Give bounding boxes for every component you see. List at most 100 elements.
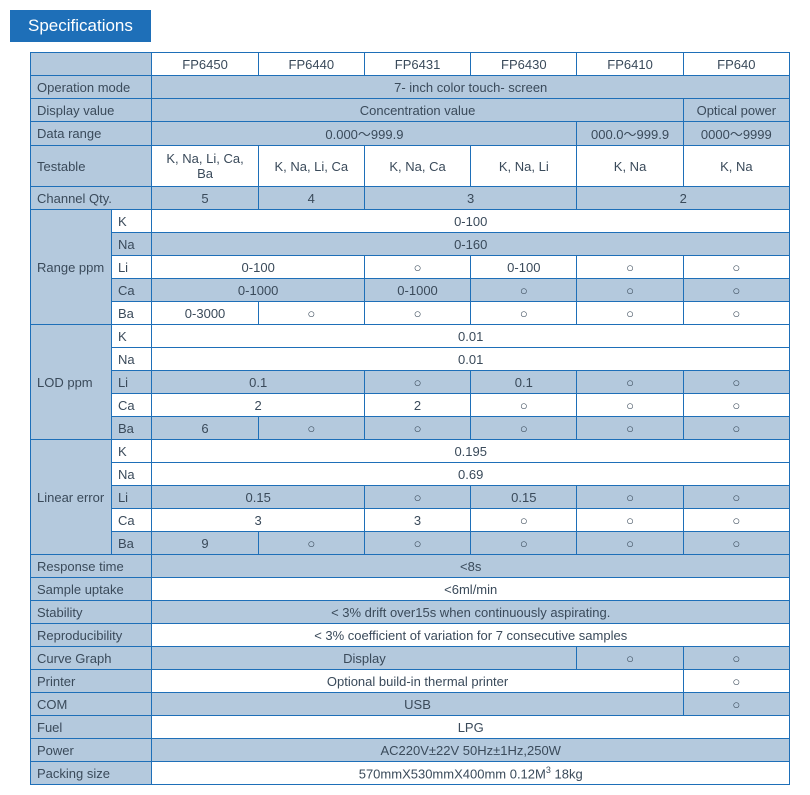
lod-li-1: ○	[364, 371, 470, 394]
channel-0: 5	[152, 187, 258, 210]
data-range-2: 000.0～999.9	[577, 122, 683, 146]
linear-na: 0.69	[152, 463, 790, 486]
value-fuel: LPG	[152, 716, 790, 739]
linear-ba-0: 9	[152, 532, 258, 555]
linear-k-label: K	[111, 440, 151, 463]
col-fp6450: FP6450	[152, 53, 258, 76]
testable-0: K, Na, Li, Ca, Ba	[152, 146, 258, 187]
col-fp6431: FP6431	[364, 53, 470, 76]
data-range-3: 0000～9999	[683, 122, 789, 146]
value-stability: < 3% drift over15s when continuously asp…	[152, 601, 790, 624]
range-ba-2: ○	[364, 302, 470, 325]
linear-ca-0: 3	[152, 509, 365, 532]
lod-ba-label: Ba	[111, 417, 151, 440]
row-channel-qty: Channel Qty. 5 4 3 2	[31, 187, 790, 210]
linear-ba-4: ○	[577, 532, 683, 555]
label-channel-qty: Channel Qty.	[31, 187, 152, 210]
curve-o2: ○	[683, 647, 789, 670]
row-fuel: Fuel LPG	[31, 716, 790, 739]
row-lod-li: Li 0.1 ○ 0.1 ○ ○	[31, 371, 790, 394]
label-power: Power	[31, 739, 152, 762]
linear-ca-1: 3	[364, 509, 470, 532]
value-reproducibility: < 3% coefficient of variation for 7 cons…	[152, 624, 790, 647]
row-reproducibility: Reproducibility < 3% coefficient of vari…	[31, 624, 790, 647]
label-stability: Stability	[31, 601, 152, 624]
label-data-range: Data range	[31, 122, 152, 146]
com-o: ○	[683, 693, 789, 716]
row-range-ca: Ca 0-1000 0-1000 ○ ○ ○	[31, 279, 790, 302]
range-ca-2: ○	[471, 279, 577, 302]
channel-1: 4	[258, 187, 364, 210]
lod-ca-1: 2	[364, 394, 470, 417]
linear-ba-1: ○	[258, 532, 364, 555]
label-operation-mode: Operation mode	[31, 76, 152, 99]
lod-ba-3: ○	[471, 417, 577, 440]
value-curve-graph: Display	[152, 647, 577, 670]
testable-2: K, Na, Ca	[364, 146, 470, 187]
linear-li-label: Li	[111, 486, 151, 509]
range-li-2: 0-100	[471, 256, 577, 279]
range-k-label: K	[111, 210, 151, 233]
value-sample-uptake: <6ml/min	[152, 578, 790, 601]
linear-li-1: ○	[364, 486, 470, 509]
testable-3: K, Na, Li	[471, 146, 577, 187]
range-ca-0: 0-1000	[152, 279, 365, 302]
row-linear-li: Li 0.15 ○ 0.15 ○ ○	[31, 486, 790, 509]
linear-li-0: 0.15	[152, 486, 365, 509]
row-response-time: Response time <8s	[31, 555, 790, 578]
lod-na-label: Na	[111, 348, 151, 371]
lod-ba-4: ○	[577, 417, 683, 440]
col-fp640: FP640	[683, 53, 789, 76]
linear-k: 0.195	[152, 440, 790, 463]
label-printer: Printer	[31, 670, 152, 693]
range-ba-5: ○	[683, 302, 789, 325]
printer-o: ○	[683, 670, 789, 693]
range-li-3: ○	[577, 256, 683, 279]
label-packing-size: Packing size	[31, 762, 152, 785]
lod-ba-5: ○	[683, 417, 789, 440]
label-linear-error: Linear error	[31, 440, 112, 555]
range-na-label: Na	[111, 233, 151, 256]
range-li-1: ○	[364, 256, 470, 279]
testable-4: K, Na	[577, 146, 683, 187]
label-fuel: Fuel	[31, 716, 152, 739]
lod-k: 0.01	[152, 325, 790, 348]
lod-ba-1: ○	[258, 417, 364, 440]
label-reproducibility: Reproducibility	[31, 624, 152, 647]
display-value-optical: Optical power	[683, 99, 789, 122]
lod-ca-2: ○	[471, 394, 577, 417]
linear-ba-5: ○	[683, 532, 789, 555]
range-k: 0-100	[152, 210, 790, 233]
lod-ca-0: 2	[152, 394, 365, 417]
row-range-k: Range ppm K 0-100	[31, 210, 790, 233]
range-li-0: 0-100	[152, 256, 365, 279]
linear-ca-4: ○	[683, 509, 789, 532]
row-packing-size: Packing size 570mmX530mmX400mm 0.12M3 18…	[31, 762, 790, 785]
row-sample-uptake: Sample uptake <6ml/min	[31, 578, 790, 601]
range-ba-label: Ba	[111, 302, 151, 325]
testable-5: K, Na	[683, 146, 789, 187]
range-ca-1: 0-1000	[364, 279, 470, 302]
specifications-table: FP6450 FP6440 FP6431 FP6430 FP6410 FP640…	[30, 52, 790, 785]
label-com: COM	[31, 693, 152, 716]
curve-o1: ○	[577, 647, 683, 670]
linear-ba-3: ○	[471, 532, 577, 555]
row-power: Power AC220V±22V 50Hz±1Hz,250W	[31, 739, 790, 762]
row-linear-k: Linear error K 0.195	[31, 440, 790, 463]
row-stability: Stability < 3% drift over15s when contin…	[31, 601, 790, 624]
testable-1: K, Na, Li, Ca	[258, 146, 364, 187]
linear-na-label: Na	[111, 463, 151, 486]
label-testable: Testable	[31, 146, 152, 187]
lod-li-2: 0.1	[471, 371, 577, 394]
col-fp6440: FP6440	[258, 53, 364, 76]
range-na: 0-160	[152, 233, 790, 256]
data-range-1: 0.000～999.9	[152, 122, 577, 146]
lod-ca-3: ○	[577, 394, 683, 417]
range-ba-4: ○	[577, 302, 683, 325]
range-ba-0: 0-3000	[152, 302, 258, 325]
row-com: COM USB ○	[31, 693, 790, 716]
lod-li-4: ○	[683, 371, 789, 394]
row-linear-ca: Ca 3 3 ○ ○ ○	[31, 509, 790, 532]
col-fp6430: FP6430	[471, 53, 577, 76]
lod-ca-4: ○	[683, 394, 789, 417]
